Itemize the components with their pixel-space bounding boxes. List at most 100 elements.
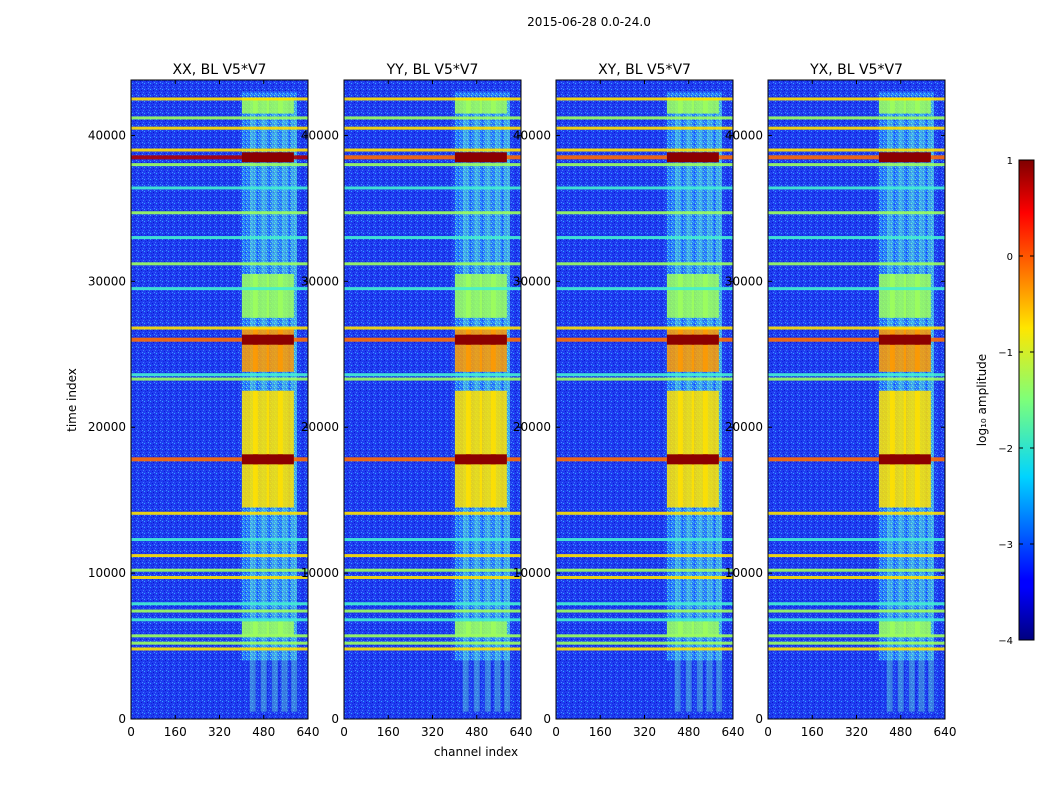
activity-block — [702, 621, 719, 636]
rfi-row — [556, 575, 733, 579]
flare-row — [131, 457, 308, 462]
flare-row — [768, 457, 945, 462]
rfi-row — [768, 148, 945, 152]
rfi-row — [131, 568, 308, 572]
activity-block — [677, 621, 694, 636]
rfi-row — [344, 647, 521, 651]
flare-hotspot — [691, 152, 708, 163]
x-tick-label: 640 — [510, 725, 533, 739]
flare-hotspot — [677, 152, 694, 163]
activity-block — [677, 97, 694, 114]
rfi-row — [768, 609, 945, 613]
activity-block — [914, 390, 931, 508]
rfi-row — [344, 511, 521, 515]
flare-hotspot — [878, 334, 895, 345]
flare-hotspot — [903, 334, 920, 345]
x-tick-label: 320 — [208, 725, 231, 739]
x-tick-label: 160 — [377, 725, 400, 739]
x-tick-label: 0 — [764, 725, 772, 739]
panel-3: XY, BL V5*V7 0 160 320 480 640 0 10000 20000 3000… — [513, 62, 745, 739]
rfi-row — [344, 116, 521, 120]
colorbar-ticks: 1 0 −1 −2 −3 −4 — [998, 156, 1034, 647]
panel-title: XX, BL V5*V7 — [173, 62, 267, 78]
activity-block — [277, 274, 294, 318]
activity-block — [702, 97, 719, 114]
activity-block — [252, 621, 269, 636]
flare-hotspot — [878, 454, 895, 465]
flare-hotspot — [252, 454, 269, 465]
flare-hotspot — [277, 152, 294, 163]
flare-row — [768, 337, 945, 342]
channel-stripe — [716, 98, 723, 712]
flare-row — [556, 337, 733, 342]
flare-hotspot — [465, 152, 482, 163]
flare-hotspot — [454, 454, 471, 465]
x-tick-label: 160 — [801, 725, 824, 739]
rfi-row — [768, 568, 945, 572]
flare-hotspot — [914, 152, 931, 163]
activity-block — [914, 621, 931, 636]
flare-hotspot — [666, 454, 683, 465]
rfi-row — [768, 554, 945, 558]
rfi-row — [131, 262, 308, 266]
activity-block — [465, 621, 482, 636]
flare-hotspot — [677, 334, 694, 345]
rfi-row — [344, 602, 521, 606]
rfi-row — [344, 568, 521, 572]
rfi-row — [768, 511, 945, 515]
rfi-row — [131, 634, 308, 638]
x-tick-label: 480 — [677, 725, 700, 739]
rfi-row — [768, 287, 945, 291]
activity-block — [889, 97, 906, 114]
rfi-row — [768, 262, 945, 266]
activity-block — [490, 390, 507, 508]
rfi-row — [768, 186, 945, 190]
activity-block — [490, 274, 507, 318]
rfi-row — [556, 236, 733, 240]
colorbar-gradient — [1018, 159, 1035, 641]
rfi-row — [556, 326, 733, 330]
rfi-row — [768, 163, 945, 167]
rfi-row — [768, 126, 945, 130]
rfi-row — [344, 163, 521, 167]
rfi-row — [131, 511, 308, 515]
panel-title: YY, BL V5*V7 — [386, 62, 479, 78]
flare-hotspot — [889, 454, 906, 465]
activity-block — [677, 390, 694, 508]
rfi-row — [768, 618, 945, 622]
flare-hotspot — [266, 152, 283, 163]
y-tick-label: 0 — [755, 712, 763, 726]
flare-row — [344, 337, 521, 342]
rfi-row — [556, 511, 733, 515]
rfi-row — [344, 641, 521, 645]
activity-block — [277, 390, 294, 508]
rfi-row — [131, 618, 308, 622]
rfi-row — [131, 554, 308, 558]
flare-row — [768, 155, 945, 160]
flare-hotspot — [702, 454, 719, 465]
x-axis-label: channel index — [434, 745, 518, 759]
rfi-row — [131, 148, 308, 152]
flare-hotspot — [465, 334, 482, 345]
colorbar-tick-label: 1 — [1007, 156, 1013, 167]
flare-hotspot — [241, 454, 258, 465]
rfi-row — [344, 609, 521, 613]
rfi-row — [768, 602, 945, 606]
flare-hotspot — [479, 334, 496, 345]
rfi-row — [768, 373, 945, 377]
colorbar-tick-label: −1 — [998, 348, 1013, 359]
flare-hotspot — [490, 454, 507, 465]
x-tick-label: 320 — [633, 725, 656, 739]
x-tick-label: 320 — [421, 725, 444, 739]
y-tick-label: 10000 — [301, 566, 339, 580]
rfi-row — [131, 126, 308, 130]
flare-hotspot — [252, 152, 269, 163]
y-tick-label: 10000 — [725, 566, 763, 580]
y-tick-label: 0 — [118, 712, 126, 726]
x-tick-label: 160 — [589, 725, 612, 739]
rfi-row — [768, 116, 945, 120]
y-tick-label: 10000 — [88, 566, 126, 580]
rfi-row — [556, 554, 733, 558]
x-tick-label: 0 — [340, 725, 348, 739]
